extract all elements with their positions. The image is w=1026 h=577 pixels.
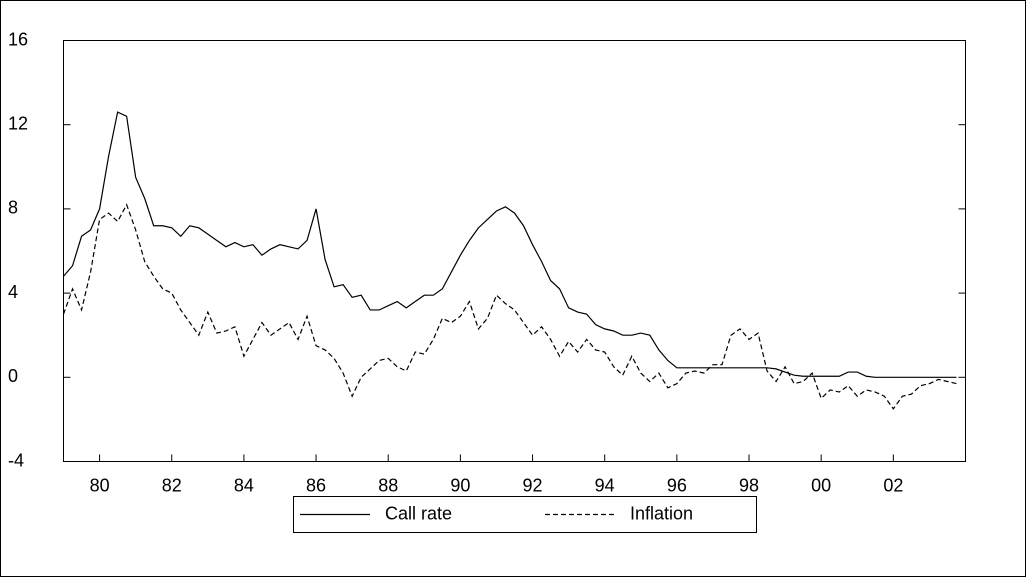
x-tick-label: 90	[450, 475, 470, 495]
y-tick-label: 4	[8, 282, 18, 302]
y-tick-label: 0	[8, 366, 18, 386]
x-tick-label: 86	[306, 475, 326, 495]
y-tick-label: 16	[8, 29, 28, 49]
x-tick-label: 98	[739, 475, 759, 495]
legend	[293, 496, 757, 533]
x-tick-label: 96	[667, 475, 687, 495]
x-tick-label: 88	[378, 475, 398, 495]
x-tick-label: 84	[234, 475, 254, 495]
series-line	[63, 111, 957, 378]
legend-label: Inflation	[630, 503, 693, 523]
series-line	[62, 203, 957, 410]
x-tick-label: 92	[523, 475, 543, 495]
legend-label: Call rate	[385, 503, 452, 523]
x-tick-label: 94	[595, 475, 615, 495]
x-tick-label: 82	[162, 475, 182, 495]
x-tick-label: 02	[883, 475, 903, 495]
plot-area	[63, 40, 966, 462]
y-tick-label: 12	[8, 113, 28, 133]
y-tick-label: -4	[8, 450, 24, 470]
x-tick-label: 00	[811, 475, 831, 495]
y-tick-label: 8	[8, 198, 18, 218]
x-tick-label: 80	[90, 475, 110, 495]
